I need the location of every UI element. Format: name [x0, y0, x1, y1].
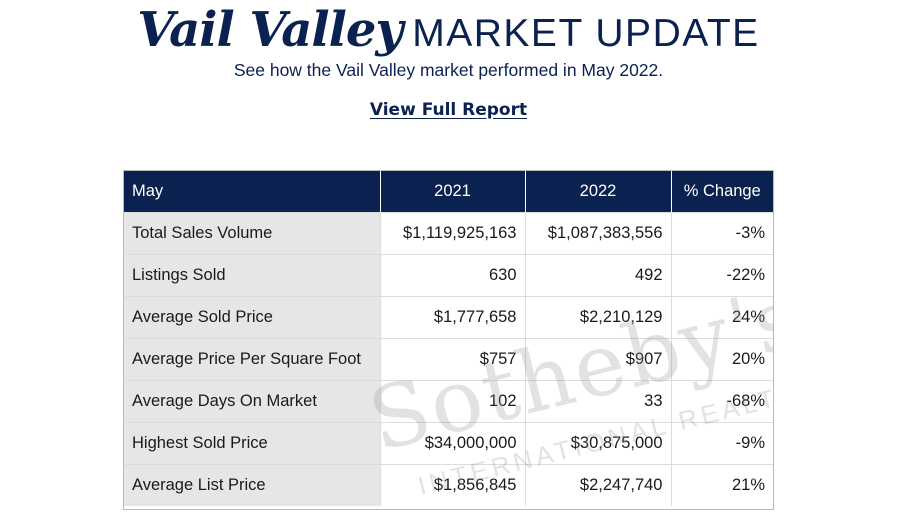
table-row: Average Price Per Square Foot $757 $907 … [124, 337, 773, 380]
value-2022: $1,087,383,556 [525, 211, 672, 254]
value-2022: $30,875,000 [525, 421, 672, 464]
metric-label: Average List Price [124, 463, 381, 506]
table-row: Highest Sold Price $34,000,000 $30,875,0… [124, 421, 773, 464]
title-vail-valley: Vail Valley [137, 2, 403, 58]
value-2021: $1,119,925,163 [380, 211, 526, 254]
header-percent-change: % Change [671, 171, 773, 212]
metric-label: Listings Sold [124, 253, 381, 296]
report-link-container: View Full Report [0, 100, 897, 120]
market-stats-table: May 2021 2022 % Change Total Sales Volum… [124, 171, 773, 506]
page-title: Vail Valley MARKET UPDATE [0, 2, 897, 70]
value-2021: $34,000,000 [380, 421, 526, 464]
metric-label: Total Sales Volume [124, 211, 381, 254]
metric-label: Highest Sold Price [124, 421, 381, 464]
value-2022: $2,247,740 [525, 463, 672, 506]
value-change: 20% [671, 337, 773, 380]
value-2022: $907 [525, 337, 672, 380]
value-change: -68% [671, 379, 773, 422]
value-2022: 492 [525, 253, 672, 296]
table-row: Average Sold Price $1,777,658 $2,210,129… [124, 295, 773, 338]
header-2022: 2022 [525, 171, 672, 212]
value-2021: $757 [380, 337, 526, 380]
metric-label: Average Price Per Square Foot [124, 337, 381, 380]
table-header-row: May 2021 2022 % Change [124, 171, 773, 212]
metric-label: Average Days On Market [124, 379, 381, 422]
table-row: Total Sales Volume $1,119,925,163 $1,087… [124, 211, 773, 254]
header-month: May [124, 171, 381, 212]
market-table-container: May 2021 2022 % Change Total Sales Volum… [123, 170, 774, 510]
value-2021: $1,856,845 [380, 463, 526, 506]
value-change: 24% [671, 295, 773, 338]
value-2021: 102 [380, 379, 526, 422]
title-market-update: MARKET UPDATE [412, 12, 760, 55]
value-2021: $1,777,658 [380, 295, 526, 338]
value-change: -3% [671, 211, 773, 254]
metric-label: Average Sold Price [124, 295, 381, 338]
value-2021: 630 [380, 253, 526, 296]
value-change: 21% [671, 463, 773, 506]
value-change: -9% [671, 421, 773, 464]
value-2022: $2,210,129 [525, 295, 672, 338]
table-row: Average Days On Market 102 33 -68% [124, 379, 773, 422]
value-change: -22% [671, 253, 773, 296]
page-subtitle: See how the Vail Valley market performed… [233, 60, 664, 80]
header-2021: 2021 [380, 171, 526, 212]
table-row: Listings Sold 630 492 -22% [124, 253, 773, 296]
view-full-report-link[interactable]: View Full Report [369, 100, 528, 120]
value-2022: 33 [525, 379, 672, 422]
table-row: Average List Price $1,856,845 $2,247,740… [124, 463, 773, 506]
